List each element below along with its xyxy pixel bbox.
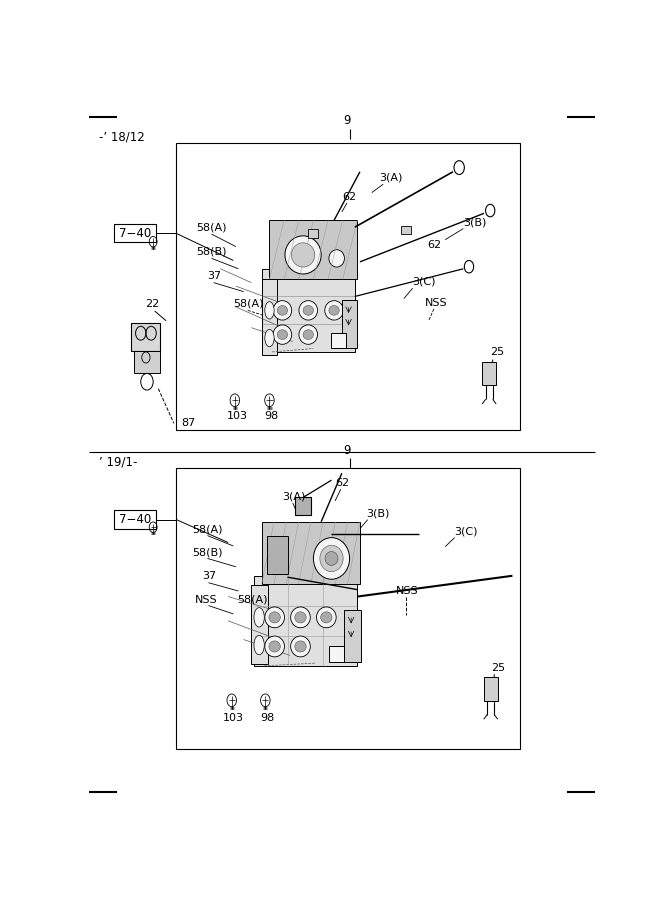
Bar (344, 610, 361, 662)
Ellipse shape (277, 329, 287, 339)
Text: 103: 103 (223, 713, 244, 723)
Ellipse shape (265, 329, 274, 346)
Bar (176, 468, 520, 749)
Text: 98: 98 (260, 713, 274, 723)
Bar (115, 510, 156, 528)
Ellipse shape (295, 641, 306, 652)
Text: 3(A): 3(A) (282, 491, 305, 501)
Ellipse shape (320, 545, 343, 572)
Text: 3(C): 3(C) (413, 276, 436, 286)
Text: 87: 87 (181, 418, 196, 428)
Text: 103: 103 (227, 411, 247, 421)
Bar (342, 300, 358, 348)
Bar (308, 230, 317, 238)
Bar (134, 351, 157, 365)
Ellipse shape (273, 325, 291, 345)
Ellipse shape (291, 636, 310, 657)
Ellipse shape (291, 243, 315, 267)
Ellipse shape (254, 635, 264, 655)
Bar (134, 350, 160, 374)
Ellipse shape (277, 305, 287, 315)
Ellipse shape (325, 552, 338, 565)
Bar (261, 522, 360, 584)
Bar (482, 362, 496, 385)
Ellipse shape (325, 301, 344, 320)
Bar (251, 585, 268, 664)
Bar (254, 576, 358, 666)
Bar (295, 498, 311, 515)
Ellipse shape (303, 329, 313, 339)
Text: 62: 62 (336, 478, 350, 488)
Ellipse shape (329, 249, 344, 267)
Bar (261, 269, 355, 352)
Text: 3(C): 3(C) (454, 526, 478, 536)
Bar (402, 226, 411, 234)
Bar (115, 224, 156, 242)
Text: 58(B): 58(B) (192, 547, 222, 557)
Text: 25: 25 (491, 662, 505, 673)
Text: 7−40: 7−40 (119, 513, 151, 526)
Text: 3(B): 3(B) (367, 508, 390, 518)
Text: 3(A): 3(A) (379, 173, 402, 183)
Ellipse shape (303, 305, 313, 315)
Text: 58(A): 58(A) (192, 524, 222, 535)
Ellipse shape (269, 612, 280, 623)
Bar (267, 536, 287, 573)
Ellipse shape (265, 636, 284, 657)
Bar (176, 143, 520, 430)
Text: NSS: NSS (425, 298, 447, 308)
Bar (329, 646, 344, 662)
Text: -’ 18/12: -’ 18/12 (99, 130, 145, 144)
Text: 9: 9 (344, 444, 351, 456)
Bar (269, 220, 358, 279)
Text: 58(A): 58(A) (196, 222, 227, 233)
Text: 25: 25 (490, 347, 504, 357)
Text: 98: 98 (263, 411, 278, 421)
Ellipse shape (265, 302, 274, 319)
Text: NSS: NSS (396, 586, 419, 596)
Text: 37: 37 (207, 271, 221, 281)
Text: 7−40: 7−40 (119, 227, 151, 239)
Text: 62: 62 (342, 192, 356, 202)
Text: 3(B): 3(B) (464, 217, 487, 227)
Text: 58(A): 58(A) (237, 595, 268, 605)
Ellipse shape (265, 607, 284, 628)
Text: 62: 62 (427, 240, 442, 250)
Ellipse shape (295, 612, 306, 623)
Bar (331, 333, 346, 348)
Bar (131, 323, 160, 351)
Text: 58(A): 58(A) (233, 299, 263, 309)
Text: 37: 37 (202, 571, 216, 580)
Ellipse shape (299, 325, 317, 345)
Ellipse shape (285, 236, 321, 274)
Ellipse shape (269, 641, 280, 652)
Ellipse shape (329, 305, 340, 315)
Bar (261, 279, 277, 356)
Text: NSS: NSS (195, 595, 217, 605)
Ellipse shape (273, 301, 291, 320)
Text: 22: 22 (145, 299, 159, 309)
Ellipse shape (299, 301, 317, 320)
Bar (484, 677, 498, 700)
Ellipse shape (313, 537, 350, 580)
Ellipse shape (291, 607, 310, 628)
Text: 9: 9 (344, 114, 351, 128)
Text: 58(B): 58(B) (196, 247, 227, 256)
Text: ’ 19/1-: ’ 19/1- (99, 456, 137, 469)
Ellipse shape (254, 608, 264, 627)
Ellipse shape (321, 612, 332, 623)
Ellipse shape (317, 607, 336, 628)
